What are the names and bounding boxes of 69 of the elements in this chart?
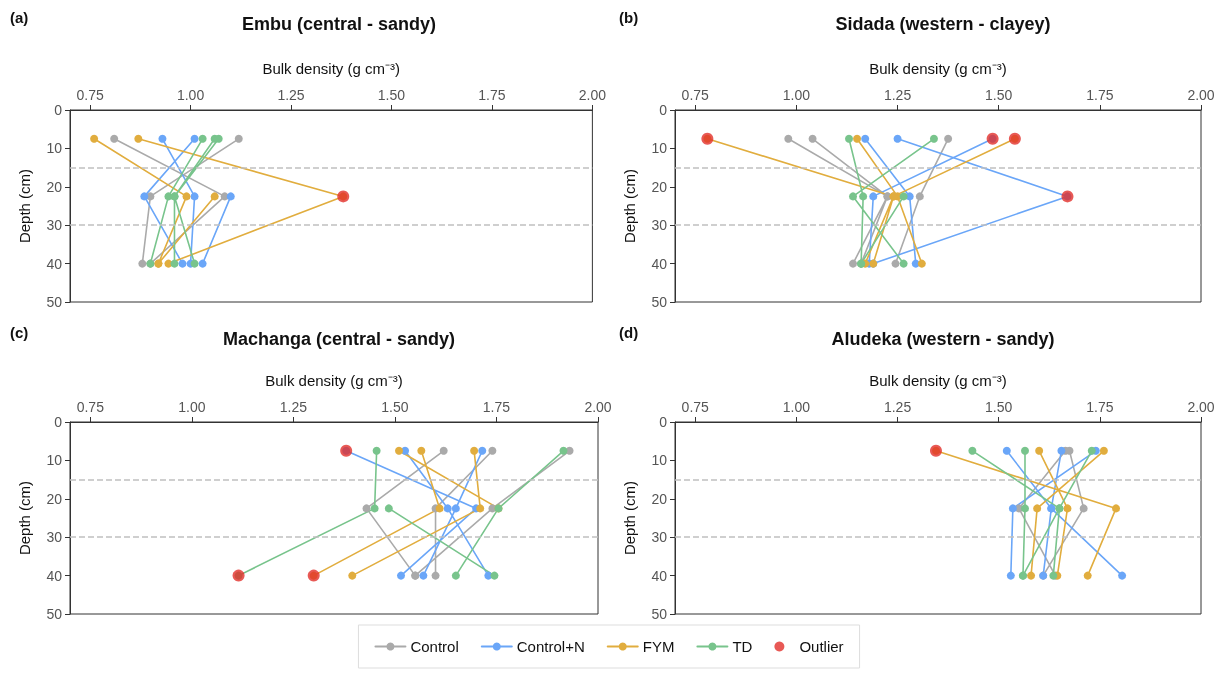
- y-tick-label: 40: [46, 255, 63, 272]
- y-tick-label: 30: [46, 217, 63, 234]
- y-tick-label: 40: [651, 567, 668, 584]
- legend-label: FYM: [642, 638, 675, 655]
- x-axis-title: Bulk density (g cm⁻³): [869, 372, 1007, 389]
- legend-label: Control+N: [516, 638, 585, 655]
- x-tick-label: 2.00: [1187, 87, 1215, 103]
- x-tick-label: 0.75: [681, 87, 710, 103]
- y-tick-label: 20: [651, 178, 668, 195]
- chart-title: Aludeka (western - sandy): [831, 329, 1055, 349]
- chart-title: Sidada (western - clayey): [835, 14, 1051, 34]
- x-tick-label: 1.50: [377, 87, 406, 103]
- x-tick-label: 1.25: [883, 87, 912, 103]
- y-axis-title: Depth (cm): [16, 480, 33, 556]
- x-tick-label: 1.00: [782, 87, 811, 103]
- x-tick-label: 1.75: [482, 399, 511, 415]
- y-tick-label: 0: [659, 414, 668, 430]
- y-tick-label: 20: [651, 490, 668, 507]
- legend-label: TD: [732, 638, 753, 655]
- legend-label: Outlier: [799, 638, 844, 655]
- x-tick-label: 2.00: [1187, 399, 1215, 415]
- x-tick-label: 0.75: [681, 399, 710, 415]
- legend-label: Control: [410, 638, 459, 655]
- x-tick-label: 0.75: [76, 399, 105, 415]
- y-tick-label: 10: [46, 452, 63, 469]
- chart-title: Embu (central - sandy): [241, 14, 437, 34]
- y-tick-label: 0: [54, 102, 63, 118]
- y-tick-label: 10: [651, 452, 668, 469]
- x-tick-label: 1.00: [178, 399, 206, 415]
- y-tick-label: 50: [46, 606, 63, 622]
- x-tick-label: 1.25: [279, 399, 308, 415]
- y-tick-label: 50: [651, 606, 668, 622]
- y-tick-label: 40: [651, 255, 668, 272]
- x-tick-label: 1.75: [478, 87, 506, 103]
- x-tick-label: 1.50: [985, 399, 1013, 415]
- x-tick-label: 2.00: [578, 87, 607, 103]
- x-tick-label: 1.50: [381, 399, 409, 415]
- x-tick-label: 1.00: [176, 87, 205, 103]
- y-tick-label: 50: [651, 294, 668, 310]
- y-axis-title: Depth (cm): [621, 168, 638, 244]
- x-axis-title: Bulk density (g cm⁻³): [265, 372, 403, 389]
- text: (a): [10, 9, 29, 26]
- x-axis-title: Bulk density (g cm⁻³): [869, 60, 1007, 77]
- text: (d): [619, 324, 639, 341]
- x-tick-label: 0.75: [76, 87, 104, 103]
- y-tick-label: 0: [54, 414, 63, 430]
- y-tick-label: 10: [46, 140, 63, 157]
- y-tick-label: 30: [651, 217, 668, 234]
- chart-title: Machanga (central - sandy): [222, 329, 456, 349]
- y-tick-label: 30: [651, 529, 668, 546]
- text: (b): [619, 9, 639, 26]
- y-tick-label: 20: [46, 178, 63, 195]
- y-tick-label: 10: [651, 140, 668, 157]
- text: (c): [10, 324, 29, 341]
- x-axis-title: Bulk density (g cm⁻³): [262, 60, 400, 77]
- x-tick-label: 1.00: [782, 399, 811, 415]
- y-tick-label: 30: [46, 529, 63, 546]
- x-tick-label: 2.00: [584, 399, 612, 415]
- y-tick-label: 20: [46, 490, 63, 507]
- x-tick-label: 1.75: [1086, 87, 1114, 103]
- x-tick-label: 1.50: [985, 87, 1013, 103]
- y-tick-label: 50: [46, 294, 63, 310]
- y-tick-label: 0: [659, 102, 668, 118]
- x-tick-label: 1.25: [277, 87, 305, 103]
- y-axis-title: Depth (cm): [16, 168, 33, 244]
- y-axis-title: Depth (cm): [621, 480, 638, 556]
- x-tick-label: 1.25: [883, 399, 912, 415]
- y-tick-label: 40: [46, 567, 63, 584]
- x-tick-label: 1.75: [1086, 399, 1114, 415]
